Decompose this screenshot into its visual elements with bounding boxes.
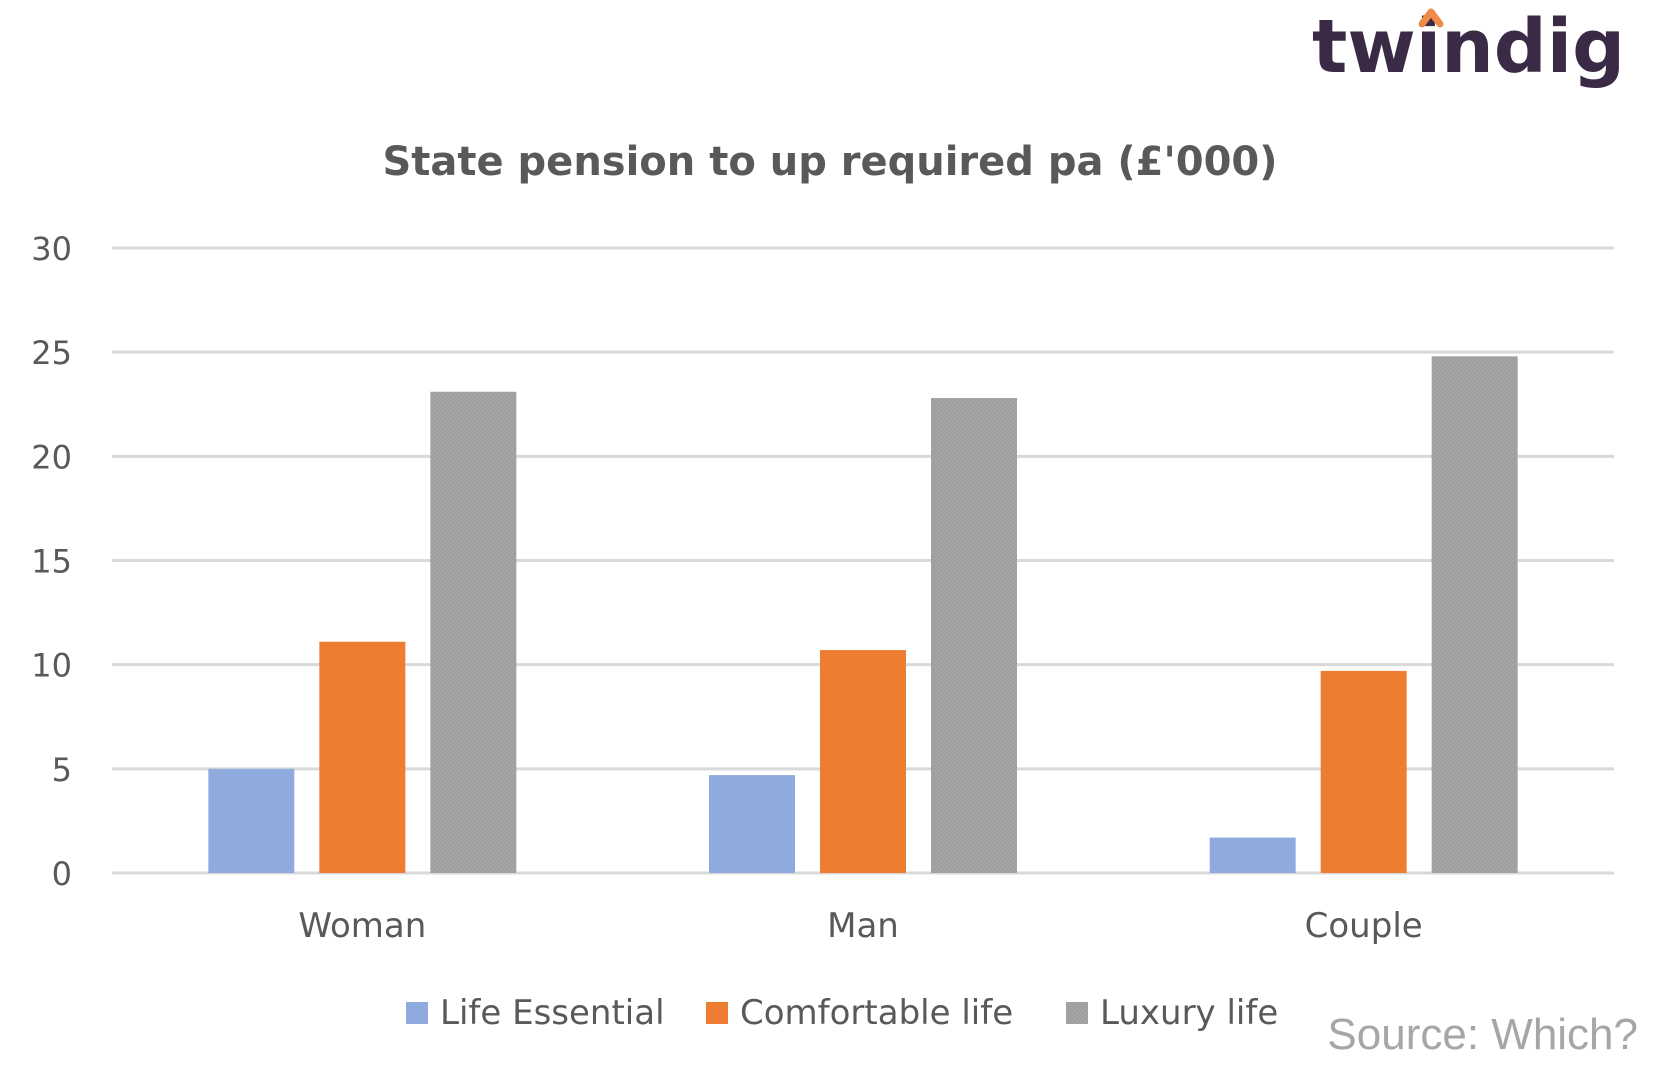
x-axis-labels: Woman Man Couple — [298, 906, 1422, 946]
x-tick-label: Man — [827, 906, 899, 946]
legend-label: Life Essential — [440, 993, 665, 1033]
legend-label: Comfortable life — [740, 993, 1013, 1033]
x-tick-label: Woman — [298, 906, 426, 946]
x-tick-label: Couple — [1305, 906, 1423, 946]
legend-swatch — [406, 1002, 428, 1024]
bar-life-essential-man — [709, 775, 795, 873]
y-tick-label: 25 — [31, 334, 72, 372]
legend: Life Essential Comfortable life Luxury lif… — [406, 993, 1278, 1033]
y-tick-label: 20 — [31, 438, 72, 476]
bar-life-essential-woman — [208, 768, 295, 873]
bar-comfortable-life-woman — [319, 641, 406, 873]
twindig-logo: twindig — [1312, 4, 1625, 90]
y-tick-label: 10 — [31, 647, 72, 685]
legend-label: Luxury life — [1100, 993, 1278, 1033]
source-note: Source: Which? — [1327, 1010, 1638, 1059]
y-tick-label: 5 — [52, 751, 72, 789]
bar-luxury-life-couple — [1431, 356, 1518, 873]
legend-swatch — [706, 1002, 728, 1024]
chart-title: State pension to up required pa (£'000) — [382, 139, 1277, 185]
y-tick-label: 15 — [31, 543, 72, 581]
legend-swatch — [1066, 1002, 1088, 1024]
bars — [208, 356, 1518, 873]
bar-comfortable-life-man — [820, 650, 906, 873]
bar-life-essential-couple — [1209, 837, 1296, 873]
bar-luxury-life-woman — [430, 391, 517, 873]
bar-luxury-life-man — [931, 398, 1017, 873]
y-axis-ticks: 0 5 10 15 20 25 30 — [31, 230, 72, 893]
y-tick-label: 0 — [52, 855, 72, 893]
logo-wordmark: twindig — [1312, 4, 1625, 90]
logo-roof-icon — [1418, 8, 1444, 28]
bar-comfortable-life-couple — [1320, 670, 1407, 873]
y-tick-label: 30 — [31, 230, 72, 268]
